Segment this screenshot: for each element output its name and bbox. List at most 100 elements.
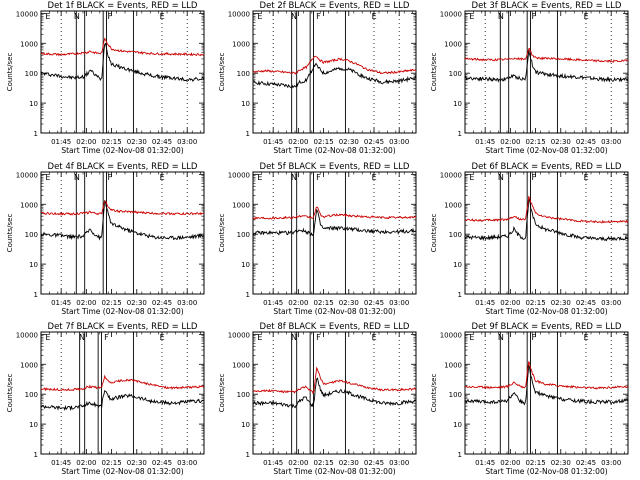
x-tick-label: 02:45 xyxy=(364,138,384,146)
lld-series-line xyxy=(41,37,204,57)
x-tick-label: 02:15 xyxy=(101,138,121,146)
events-series-line xyxy=(253,62,416,89)
flag-label: F xyxy=(104,333,109,342)
x-axis-label: Start Time (02-Nov-08 01:32:00) xyxy=(273,467,395,476)
x-tick-label: 01:45 xyxy=(51,138,71,146)
flag-label: N xyxy=(498,333,504,342)
flag-label: E xyxy=(160,173,165,182)
flag-label: E xyxy=(45,333,50,342)
y-tick-label: 1 xyxy=(458,130,462,138)
lld-series-line xyxy=(253,55,416,75)
x-tick-label: 03:00 xyxy=(177,459,197,467)
y-tick-label: 100 xyxy=(237,70,250,78)
flag-label: F xyxy=(108,12,113,21)
panel-title: Det 5f BLACK = Events, RED = LLD xyxy=(260,162,410,172)
y-tick-label: 10000 xyxy=(440,331,462,339)
y-tick-label: 10 xyxy=(29,100,38,108)
panel-title: Det 2f BLACK = Events, RED = LLD xyxy=(260,1,410,11)
x-axis-label: Start Time (02-Nov-08 01:32:00) xyxy=(273,307,395,316)
y-tick-label: 1 xyxy=(458,451,462,459)
x-tick-label: 02:00 xyxy=(500,138,520,146)
x-tick-label: 02:45 xyxy=(152,138,172,146)
x-axis-label: Start Time (02-Nov-08 01:32:00) xyxy=(273,146,395,155)
flag-label: F xyxy=(532,12,537,21)
x-tick-label: 02:00 xyxy=(500,459,520,467)
plot-frame xyxy=(464,10,629,134)
flag-label: E xyxy=(45,12,50,21)
plot-frame xyxy=(464,331,629,455)
events-series-line xyxy=(253,377,416,409)
y-tick-label: 100 xyxy=(237,231,250,239)
x-tick-label: 02:45 xyxy=(152,459,172,467)
flag-label: E xyxy=(372,333,377,342)
x-tick-label: 01:45 xyxy=(475,138,495,146)
y-tick-label: 1 xyxy=(458,291,462,299)
y-tick-label: 10 xyxy=(29,421,38,429)
y-tick-label: 1000 xyxy=(444,201,462,209)
lld-series-line xyxy=(465,360,628,390)
y-tick-label: 100 xyxy=(237,391,250,399)
x-tick-label: 03:00 xyxy=(601,138,621,146)
x-tick-label: 02:00 xyxy=(76,299,96,307)
panel-title: Det 4f BLACK = Events, RED = LLD xyxy=(48,162,198,172)
events-series-line xyxy=(41,200,204,241)
x-tick-label: 03:00 xyxy=(601,299,621,307)
flag-label: E xyxy=(257,12,262,21)
events-series-line xyxy=(41,42,204,83)
x-tick-label: 02:30 xyxy=(127,138,147,146)
x-tick-label: 02:00 xyxy=(76,138,96,146)
flag-label: E xyxy=(584,333,589,342)
panel-title: Det 6f BLACK = Events, RED = LLD xyxy=(472,162,622,172)
x-tick-label: 02:15 xyxy=(101,299,121,307)
flag-label: N xyxy=(498,173,504,182)
plot-frame xyxy=(40,10,205,134)
y-tick-label: 10000 xyxy=(228,10,250,18)
lld-series-line xyxy=(253,206,416,220)
x-tick-label: 02:30 xyxy=(127,299,147,307)
y-tick-label: 10000 xyxy=(228,171,250,179)
y-tick-label: 1000 xyxy=(232,201,250,209)
x-axis-label: Start Time (02-Nov-08 01:32:00) xyxy=(61,146,183,155)
flag-label: E xyxy=(584,12,589,21)
events-series-line xyxy=(41,389,204,412)
x-tick-label: 02:15 xyxy=(525,299,545,307)
x-tick-label: 02:30 xyxy=(551,299,571,307)
lld-series-line xyxy=(41,200,204,216)
x-tick-label: 02:00 xyxy=(288,299,308,307)
y-tick-label: 10 xyxy=(453,421,462,429)
x-tick-label: 01:45 xyxy=(51,459,71,467)
y-axis-label: Counts/sec xyxy=(430,53,438,92)
x-tick-label: 02:15 xyxy=(313,299,333,307)
y-tick-label: 1 xyxy=(246,291,250,299)
y-axis-label: Counts/sec xyxy=(218,374,226,413)
x-axis-label: Start Time (02-Nov-08 01:32:00) xyxy=(485,467,607,476)
panel-title: Det 7f BLACK = Events, RED = LLD xyxy=(48,322,198,332)
y-tick-label: 10 xyxy=(453,261,462,269)
flag-label: E xyxy=(584,173,589,182)
y-tick-label: 10 xyxy=(241,261,250,269)
flag-label: N xyxy=(291,333,297,342)
y-tick-label: 10 xyxy=(241,100,250,108)
flag-label: E xyxy=(45,173,50,182)
events-series-line xyxy=(253,208,416,237)
y-tick-label: 100 xyxy=(449,391,462,399)
y-tick-label: 10000 xyxy=(16,171,38,179)
y-tick-label: 10000 xyxy=(228,331,250,339)
flag-label: E xyxy=(160,12,165,21)
y-tick-label: 10000 xyxy=(16,10,38,18)
y-axis-label: Counts/sec xyxy=(6,53,14,92)
x-tick-label: 03:00 xyxy=(177,138,197,146)
panel-title: Det 3f BLACK = Events, RED = LLD xyxy=(472,1,622,11)
x-axis-label: Start Time (02-Nov-08 01:32:00) xyxy=(61,467,183,476)
plot-frame xyxy=(464,171,629,295)
plot-frame xyxy=(40,331,205,455)
x-tick-label: 02:45 xyxy=(576,459,596,467)
flag-label: E xyxy=(372,12,377,21)
y-tick-label: 1 xyxy=(246,130,250,138)
y-tick-label: 1000 xyxy=(232,361,250,369)
x-tick-label: 02:30 xyxy=(127,459,147,467)
flag-label: F xyxy=(532,173,537,182)
